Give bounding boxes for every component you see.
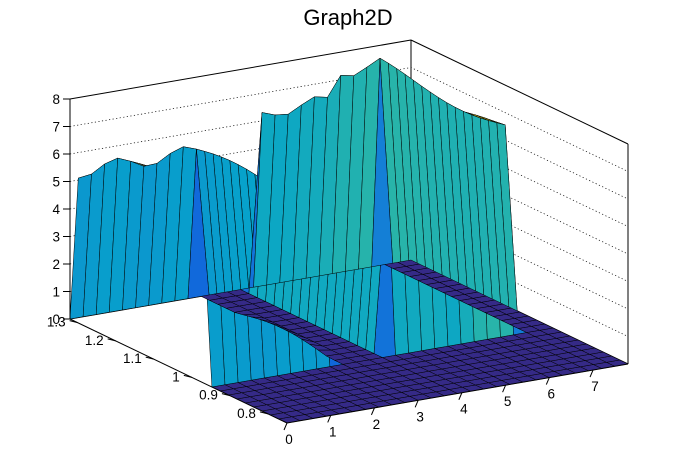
z-tick-label: 5 [52,175,60,190]
frame-edge [410,39,629,145]
x-tick [414,400,419,408]
z-tick-label: 3 [52,230,60,245]
x-tick [370,407,375,416]
y-tick [107,338,116,342]
y-tick-label: 1 [172,369,180,384]
y-tick [183,374,192,378]
z-tick-label: 1 [52,285,60,300]
x-tick-label: 4 [460,402,468,417]
y-tick [221,393,231,397]
chart-title: Graph2D [303,5,392,30]
x-tick-label: 3 [416,409,424,424]
y-tick-label: 1.1 [123,351,142,366]
x-tick [589,369,594,378]
y-tick [145,356,154,360]
z-tick-label: 4 [52,202,60,217]
y-tick-label: 1.2 [85,333,104,348]
x-tick [283,422,288,431]
z-tick-label: 8 [52,92,60,107]
x-tick-label: 6 [548,387,556,402]
x-tick-label: 7 [591,379,599,394]
x-tick-label: 5 [504,394,512,409]
y-tick-label: 0.9 [199,388,218,403]
axis-line [69,318,288,424]
x-tick [327,415,332,423]
frame-edge [69,39,412,100]
x-tick [502,384,507,393]
x-tick-label: 0 [285,432,293,447]
y-tick-label: 0.8 [237,406,256,421]
surface-cell [397,259,421,267]
z-tick-label: 7 [52,120,60,135]
x-tick [458,392,463,400]
y-tick-label: 1.3 [47,315,66,330]
x-tick [545,377,550,385]
axis-line [286,363,629,424]
x-tick-label: 2 [373,417,381,432]
z-tick-label: 2 [52,257,60,272]
z-tick-label: 6 [52,147,60,162]
y-tick [69,320,78,324]
z-tick-label: 0 [52,312,60,327]
y-tick [259,411,269,415]
x-tick-label: 1 [329,424,337,439]
